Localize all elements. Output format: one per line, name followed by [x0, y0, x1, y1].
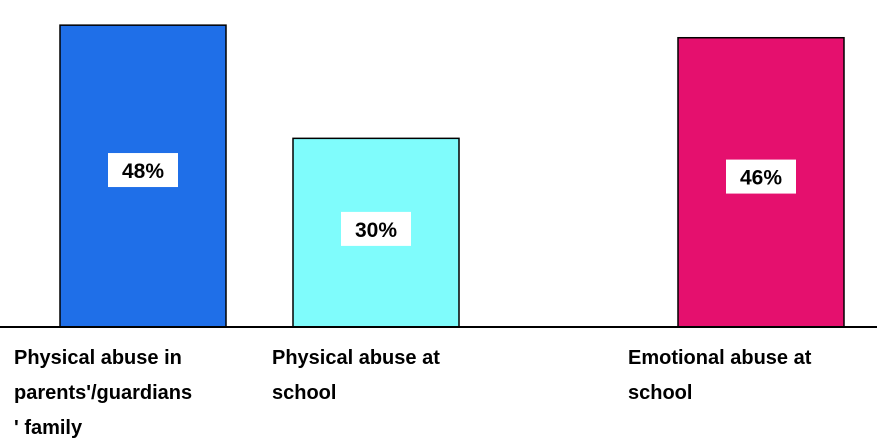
data-label-box-2 [726, 159, 796, 194]
category-label-0-line-0: Physical abuse in [14, 347, 182, 369]
category-label-1-line-1: school [272, 382, 336, 404]
bars-layer: 48% 30% 46% [59, 24, 845, 328]
category-label-0-line-1: parents'/guardians [14, 382, 192, 404]
data-label-box-0 [108, 153, 178, 188]
data-label-box-1 [341, 211, 411, 246]
category-labels-layer: Physical abuse in parents'/guardians ' fam… [14, 347, 812, 439]
category-label-1-line-0: Physical abuse at [272, 347, 440, 369]
data-label-0: 48% [122, 160, 164, 183]
category-label-2-line-1: school [628, 382, 692, 404]
data-label-2: 46% [740, 167, 782, 190]
data-label-1: 30% [355, 219, 397, 242]
category-label-0-line-2: ' family [14, 417, 83, 439]
category-label-2-line-0: Emotional abuse at [628, 347, 812, 369]
